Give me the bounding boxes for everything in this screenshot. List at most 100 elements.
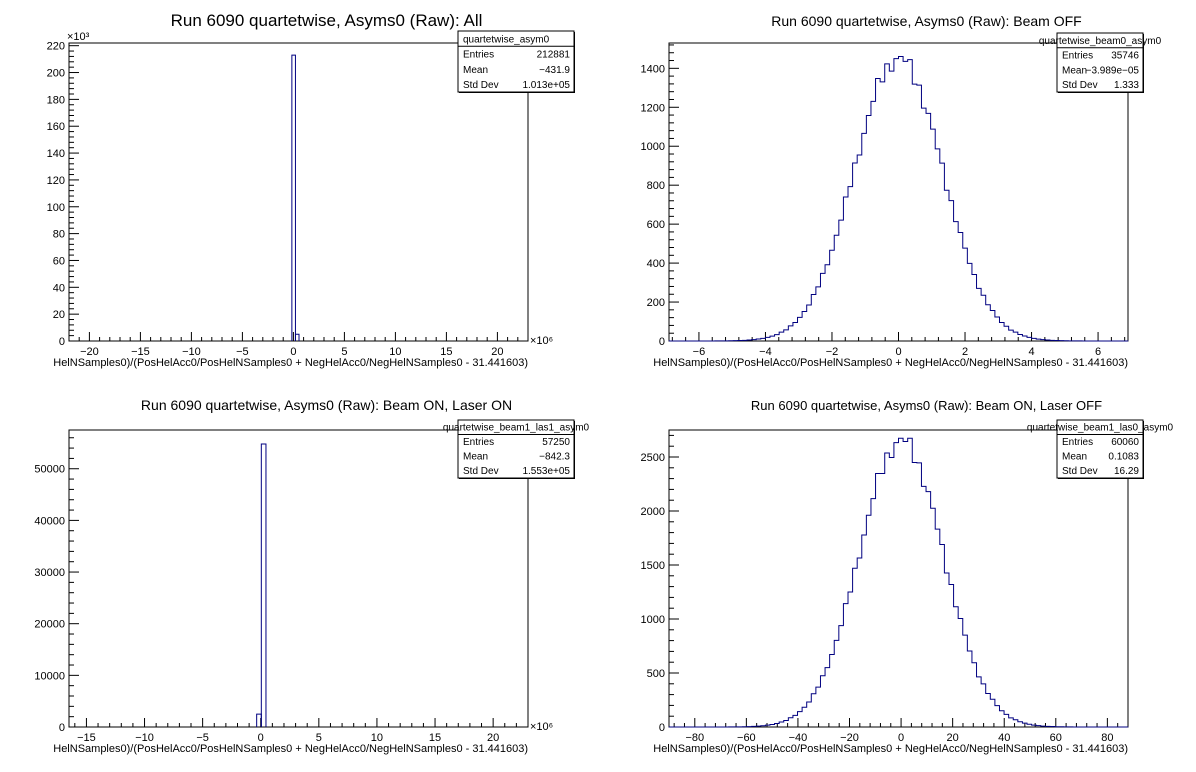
stats-label: Entries <box>463 437 494 448</box>
x-tick-label: −15 <box>77 732 96 744</box>
x-tick-label: 40 <box>998 732 1010 744</box>
stats-label: Std Dev <box>1062 80 1098 91</box>
y-tick-label: 80 <box>53 229 65 241</box>
stats-value: 1.333 <box>1114 80 1139 91</box>
y-tick-label: 180 <box>47 94 65 106</box>
stats-value: −431.9 <box>539 65 570 76</box>
y-tick-label: 200 <box>47 68 65 80</box>
x-tick-label: 60 <box>1050 732 1062 744</box>
stats-value: 1.553e+05 <box>522 466 570 477</box>
x-tick-label: 5 <box>341 346 347 358</box>
stats-label: Mean <box>1062 452 1087 463</box>
x-tick-label: −10 <box>182 346 201 358</box>
y-tick-label: 0 <box>659 722 665 734</box>
y-tick-label: 1400 <box>641 63 665 75</box>
x-tick-label: 15 <box>429 732 441 744</box>
stats-box: quartetwise_asym0 Entries 212881 Mean −431.9… <box>457 30 575 93</box>
x-tick-label: 0 <box>290 346 296 358</box>
plot-frame <box>668 429 1129 728</box>
histogram-bin <box>294 333 300 341</box>
stats-label: Mean <box>463 452 488 463</box>
x-tick-label: −20 <box>840 732 859 744</box>
stats-label: Mean <box>463 65 488 76</box>
stats-value: 60060 <box>1111 437 1139 448</box>
stats-label: Entries <box>1062 437 1093 448</box>
x-tick-label: −20 <box>80 346 99 358</box>
histogram-panel-4: Run 6090 quartetwise, Asyms0 (Raw): Beam… <box>641 398 1174 755</box>
y-tick-label: 0 <box>659 336 665 348</box>
x-axis-title: HelNSamples0)/(PosHelAcc0/PosHelNSamples… <box>53 357 528 369</box>
x-axis-title: HelNSamples0)/(PosHelAcc0/PosHelNSamples… <box>653 357 1128 369</box>
stats-value: 0.1083 <box>1108 452 1139 463</box>
x-tick-label: 20 <box>491 346 503 358</box>
stats-label: Entries <box>463 50 494 61</box>
stats-box: quartetwise_beam1_las0_asym0 Entries 60060… <box>1027 419 1174 479</box>
y-tick-label: 30000 <box>34 567 65 579</box>
y-tick-label: 0 <box>59 336 65 348</box>
y-tick-label: 2500 <box>641 452 665 464</box>
x-tick-label: 0 <box>258 732 264 744</box>
x-tick-label: −5 <box>236 346 249 358</box>
y-tick-label: 0 <box>59 722 65 734</box>
y-multiplier: ×10³ <box>67 31 90 43</box>
stats-box-frame <box>457 419 575 479</box>
x-tick-label: −80 <box>685 732 704 744</box>
stats-box-frame <box>1056 419 1144 479</box>
x-tick-label: 20 <box>947 732 959 744</box>
panel-title: Run 6090 quartetwise, Asyms0 (Raw): All <box>171 11 483 30</box>
x-tick-label: 4 <box>1028 346 1034 358</box>
x-tick-label: −60 <box>737 732 756 744</box>
histogram-panel-3: Run 6090 quartetwise, Asyms0 (Raw): Beam… <box>34 397 589 755</box>
y-tick-label: 50000 <box>34 464 65 476</box>
stats-box: quartetwise_beam0_asym0 Entries 35746 Mean−… <box>1039 32 1162 93</box>
x-tick-label: 80 <box>1101 732 1113 744</box>
stats-value: −3.989e−05 <box>1086 65 1140 76</box>
stats-box-frame <box>1056 32 1144 93</box>
x-tick-label: −6 <box>693 346 706 358</box>
x-tick-label: −10 <box>135 732 154 744</box>
y-tick-label: 600 <box>647 219 665 231</box>
plot-frame <box>68 429 529 728</box>
stats-name: quartetwise_beam1_las1_asym0 <box>443 423 590 434</box>
stats-value: 1.013e+05 <box>522 80 570 91</box>
histogram-series <box>669 437 1128 728</box>
y-tick-label: 100 <box>47 202 65 214</box>
x-tick-label: 6 <box>1095 346 1101 358</box>
stats-name: quartetwise_asym0 <box>463 34 550 45</box>
x-axis-title: HelNSamples0)/(PosHelAcc0/PosHelNSamples… <box>53 743 528 755</box>
stats-label: Std Dev <box>463 466 499 477</box>
x-multiplier: ×10⁶ <box>530 721 553 733</box>
y-tick-label: 1500 <box>641 560 665 572</box>
x-tick-label: 10 <box>389 346 401 358</box>
y-tick-label: 20000 <box>34 619 65 631</box>
x-multiplier: ×10⁶ <box>530 335 553 347</box>
x-tick-label: −40 <box>789 732 808 744</box>
histogram-bin <box>260 443 267 727</box>
x-tick-label: −2 <box>826 346 839 358</box>
y-tick-label: 160 <box>47 121 65 133</box>
stats-label: Mean <box>1062 65 1087 76</box>
stats-value: 16.29 <box>1114 466 1139 477</box>
stats-name: quartetwise_beam1_las0_asym0 <box>1027 423 1174 434</box>
x-tick-label: 0 <box>898 732 904 744</box>
x-tick-label: 10 <box>371 732 383 744</box>
x-axis-title: HelNSamples0)/(PosHelAcc0/PosHelNSamples… <box>653 743 1128 755</box>
y-tick-label: 400 <box>647 258 665 270</box>
y-tick-label: 40000 <box>34 515 65 527</box>
stats-name: quartetwise_beam0_asym0 <box>1039 36 1162 47</box>
y-tick-label: 800 <box>647 180 665 192</box>
stats-value: −842.3 <box>539 452 570 463</box>
x-tick-label: 5 <box>316 732 322 744</box>
panel-title: Run 6090 quartetwise, Asyms0 (Raw): Beam… <box>771 13 1081 29</box>
y-tick-label: 20 <box>53 309 65 321</box>
y-tick-label: 120 <box>47 175 65 187</box>
y-tick-label: 10000 <box>34 670 65 682</box>
stats-box-frame <box>457 30 575 93</box>
y-tick-label: 60 <box>53 255 65 267</box>
y-tick-label: 1200 <box>641 102 665 114</box>
stats-value: 57250 <box>542 437 570 448</box>
histogram-panel-1: Run 6090 quartetwise, Asyms0 (Raw): All 0… <box>47 11 575 369</box>
y-tick-label: 140 <box>47 148 65 160</box>
plot-frame <box>68 42 529 342</box>
x-tick-label: −5 <box>196 732 209 744</box>
